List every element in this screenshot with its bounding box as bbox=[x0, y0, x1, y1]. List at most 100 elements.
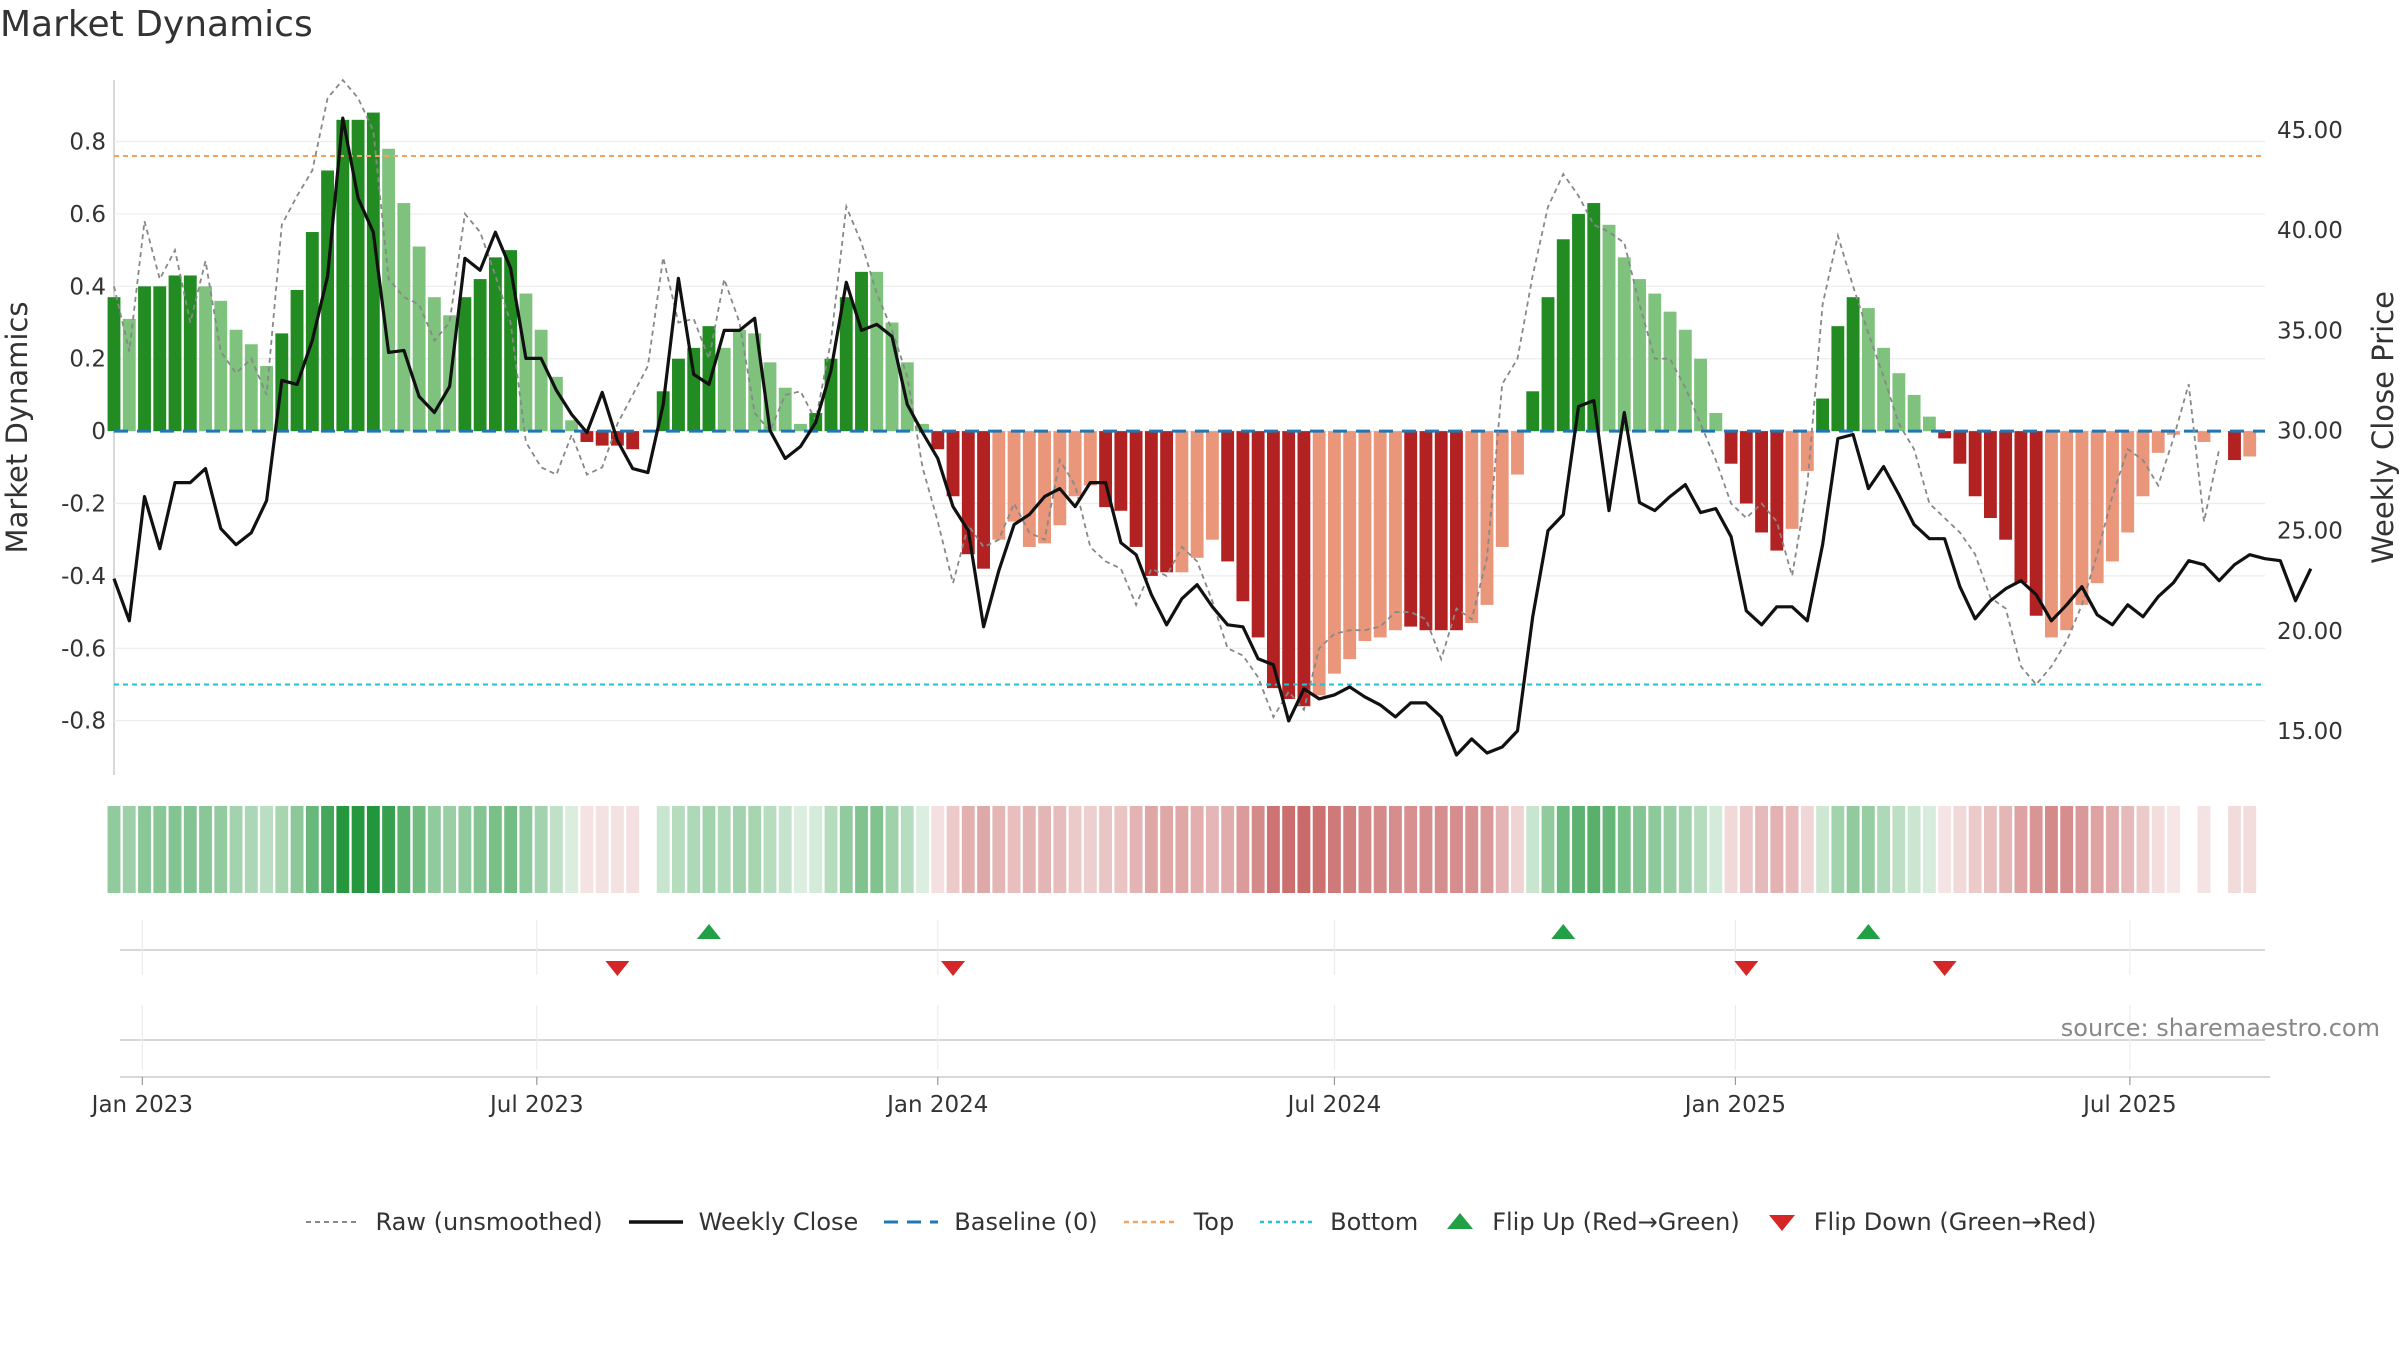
dynamics-bar bbox=[1389, 431, 1402, 631]
dynamics-bar bbox=[1938, 431, 1952, 439]
x-tick-label: Jul 2024 bbox=[1286, 1092, 1382, 1118]
heat-strip-cell bbox=[336, 806, 350, 893]
dynamics-bar bbox=[1327, 431, 1341, 674]
heat-strip-cell bbox=[1419, 806, 1433, 893]
heat-strip-cell bbox=[2243, 806, 2257, 893]
dynamics-bar bbox=[1404, 431, 1418, 627]
heat-strip-cell bbox=[1480, 806, 1494, 893]
dynamics-bar bbox=[488, 257, 502, 432]
dynamics-bar bbox=[244, 344, 258, 432]
flip-up-marker bbox=[696, 924, 721, 939]
heat-strip-cell bbox=[748, 806, 762, 893]
dynamics-bar bbox=[1602, 224, 1616, 432]
heat-strip-cell bbox=[1800, 806, 1814, 893]
dynamics-bar bbox=[1343, 431, 1357, 660]
heat-strip-cell bbox=[717, 806, 731, 893]
dynamics-bar bbox=[1282, 431, 1296, 699]
heat-strip-cell bbox=[702, 806, 716, 893]
dynamics-bar bbox=[1953, 431, 1967, 464]
heat-strip-cell bbox=[946, 806, 960, 893]
heat-strip-cell bbox=[1160, 806, 1174, 893]
heat-strip-cell bbox=[412, 806, 426, 893]
dynamics-bar bbox=[351, 119, 365, 432]
dynamics-bar bbox=[1511, 431, 1524, 475]
dynamics-bar bbox=[1495, 431, 1509, 547]
dynamics-bar bbox=[1419, 431, 1433, 631]
y-left-axis-label: Market Dynamics bbox=[0, 302, 34, 554]
heat-strip-cell bbox=[900, 806, 914, 893]
dynamics-bar bbox=[992, 431, 1006, 540]
heat-strip-cell bbox=[1816, 806, 1830, 893]
heat-strip-cell bbox=[1709, 806, 1723, 893]
dynamics-bar bbox=[1526, 391, 1540, 432]
heat-strip-cell bbox=[824, 806, 838, 893]
dynamics-bar bbox=[1358, 431, 1372, 642]
heat-strip-cell bbox=[1190, 806, 1204, 893]
dynamics-bar bbox=[778, 387, 792, 432]
heat-strip-cell bbox=[610, 806, 624, 893]
heat-strip-cell bbox=[397, 806, 411, 893]
dynamics-bar bbox=[1907, 394, 1921, 432]
dynamics-bar bbox=[397, 203, 411, 432]
flip-down-marker bbox=[605, 961, 630, 976]
dynamics-bar bbox=[1114, 431, 1128, 511]
dynamics-bar bbox=[1785, 431, 1799, 529]
heat-strip-cell bbox=[1861, 806, 1875, 893]
y-right-tick-label: 40.00 bbox=[2277, 218, 2343, 244]
heat-strip-cell bbox=[275, 806, 289, 893]
heat-strip-cell bbox=[214, 806, 228, 893]
y-right-tick-label: 25.00 bbox=[2277, 519, 2343, 545]
x-tick-label: Jul 2023 bbox=[488, 1092, 584, 1118]
heat-strip-cell bbox=[1938, 806, 1952, 893]
heat-strip-cell bbox=[244, 806, 258, 893]
legend-item-bottom: Bottom bbox=[1258, 1208, 1418, 1236]
dynamics-bar bbox=[1541, 297, 1555, 432]
dynamics-bar bbox=[305, 232, 319, 432]
dynamics-bar bbox=[1694, 358, 1707, 432]
dynamics-bar bbox=[672, 358, 685, 432]
dynamics-bar bbox=[595, 431, 609, 446]
dynamics-bar bbox=[1770, 431, 1784, 551]
legend-label-top: Top bbox=[1193, 1208, 1235, 1236]
dynamics-bar bbox=[473, 279, 487, 432]
heat-strip-cell bbox=[1114, 806, 1128, 893]
dynamics-bar bbox=[733, 329, 746, 432]
heat-strip-cell bbox=[1892, 806, 1906, 893]
dynamics-bar bbox=[1892, 373, 1906, 432]
heat-strip-cell bbox=[2121, 806, 2135, 893]
legend: Raw (unsmoothed) Weekly Close Baseline (… bbox=[0, 1208, 2400, 1236]
dynamics-bar bbox=[199, 286, 212, 432]
heat-strip-cell bbox=[321, 806, 335, 893]
dynamics-bar bbox=[1129, 431, 1143, 547]
heat-strip-cell bbox=[2106, 806, 2119, 893]
dynamics-bar bbox=[1999, 431, 2013, 540]
heat-strip-cell bbox=[229, 806, 243, 893]
heat-strip-cell bbox=[1572, 806, 1585, 893]
heat-strip-cell bbox=[473, 806, 487, 893]
dynamics-bar bbox=[687, 347, 701, 432]
dynamics-bar bbox=[1983, 431, 1997, 518]
heat-strip-cell bbox=[1495, 806, 1509, 893]
flip-down-marker bbox=[1932, 961, 1957, 976]
legend-item-close: Weekly Close bbox=[627, 1208, 858, 1236]
legend-item-raw: Raw (unsmoothed) bbox=[304, 1208, 603, 1236]
heat-strip-cell bbox=[992, 806, 1006, 893]
dynamics-bar bbox=[839, 297, 853, 432]
x-tick-label: Jan 2024 bbox=[885, 1092, 988, 1118]
y-left-tick-label: -0.4 bbox=[61, 564, 106, 590]
heat-strip-cell bbox=[1404, 806, 1418, 893]
heat-strip-cell bbox=[2060, 806, 2074, 893]
dynamics-bar bbox=[366, 112, 380, 432]
dynamics-bar bbox=[549, 376, 563, 432]
dynamics-bar bbox=[1007, 431, 1021, 522]
dynamics-bar bbox=[1297, 431, 1311, 707]
legend-label-bottom: Bottom bbox=[1330, 1208, 1419, 1236]
dynamics-bar bbox=[1099, 431, 1113, 508]
heat-strip-cell bbox=[2090, 806, 2104, 893]
dynamics-bar bbox=[534, 329, 548, 432]
heat-strip-cell bbox=[1465, 806, 1479, 893]
dynamics-bar bbox=[977, 431, 990, 569]
heat-strip-cell bbox=[1953, 806, 1967, 893]
raw-series-line bbox=[113, 78, 2221, 720]
dynamics-bar bbox=[1144, 431, 1158, 576]
